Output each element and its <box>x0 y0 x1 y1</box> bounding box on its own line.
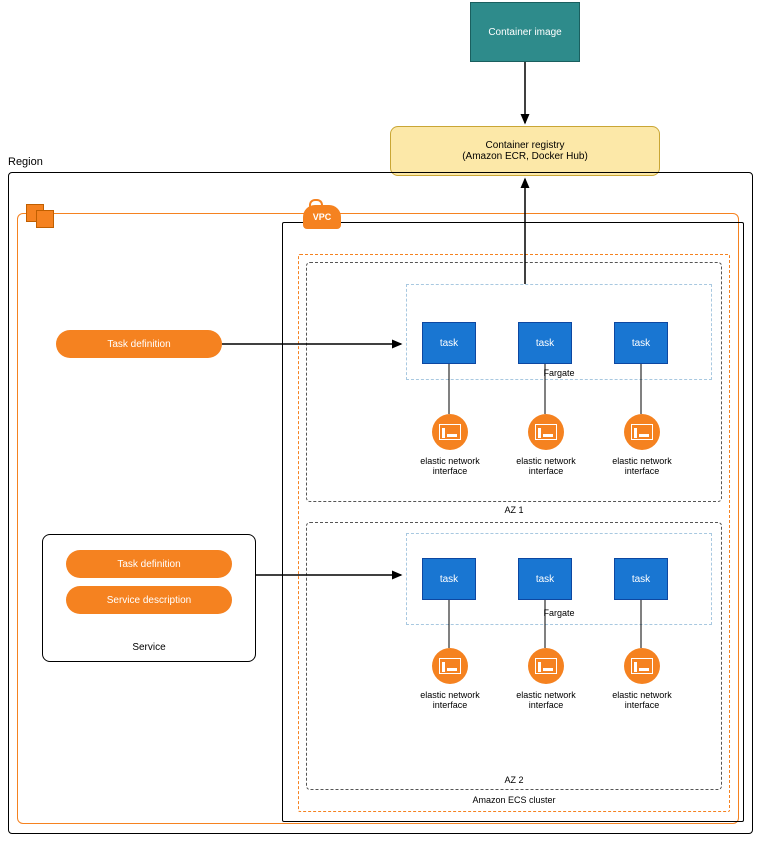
az2-task-1: task <box>422 558 476 600</box>
az2-task-2: task <box>518 558 572 600</box>
vpc-badge-label: VPC <box>313 212 332 222</box>
container-image-box: Container image <box>470 2 580 62</box>
az1-task-3-label: task <box>632 338 650 349</box>
aws-service-icon <box>22 198 58 234</box>
az2-eni-2-label: elastic network interface <box>506 690 586 710</box>
az1-eni-2-icon <box>528 414 564 450</box>
service-description-label: Service description <box>107 595 191 606</box>
az1-fargate-label: Fargate <box>406 368 712 378</box>
az1-task-1-label: task <box>440 338 458 349</box>
az1-task-3: task <box>614 322 668 364</box>
service-task-definition: Task definition <box>66 550 232 578</box>
az1-eni-1-icon <box>432 414 468 450</box>
az2-task-2-label: task <box>536 574 554 585</box>
az2-eni-3-icon <box>624 648 660 684</box>
az2-task-3-label: task <box>632 574 650 585</box>
az1-eni-1-label: elastic network interface <box>410 456 490 476</box>
az2-eni-2-icon <box>528 648 564 684</box>
az2-task-3: task <box>614 558 668 600</box>
az1-label: AZ 1 <box>306 505 722 515</box>
ecs-cluster-label: Amazon ECS cluster <box>298 795 730 805</box>
az2-task-1-label: task <box>440 574 458 585</box>
az2-fargate-label: Fargate <box>406 608 712 618</box>
service-description: Service description <box>66 586 232 614</box>
service-label: Service <box>42 642 256 653</box>
registry-line1: Container registry <box>486 140 565 151</box>
az1-task-1: task <box>422 322 476 364</box>
region-label: Region <box>8 156 43 168</box>
az1-task-2: task <box>518 322 572 364</box>
az1-task-2-label: task <box>536 338 554 349</box>
az1-eni-2-label: elastic network interface <box>506 456 586 476</box>
service-task-definition-label: Task definition <box>117 559 180 570</box>
task-definition-1-label: Task definition <box>107 339 170 350</box>
az2-eni-3-label: elastic network interface <box>602 690 682 710</box>
az2-eni-1-icon <box>432 648 468 684</box>
registry-line2: (Amazon ECR, Docker Hub) <box>462 151 588 162</box>
vpc-badge-icon: VPC <box>303 205 341 229</box>
az1-eni-3-icon <box>624 414 660 450</box>
az2-label: AZ 2 <box>306 775 722 785</box>
task-definition-1: Task definition <box>56 330 222 358</box>
container-registry-box: Container registry (Amazon ECR, Docker H… <box>390 126 660 176</box>
az2-eni-1-label: elastic network interface <box>410 690 490 710</box>
container-image-label: Container image <box>488 27 561 38</box>
az1-eni-3-label: elastic network interface <box>602 456 682 476</box>
